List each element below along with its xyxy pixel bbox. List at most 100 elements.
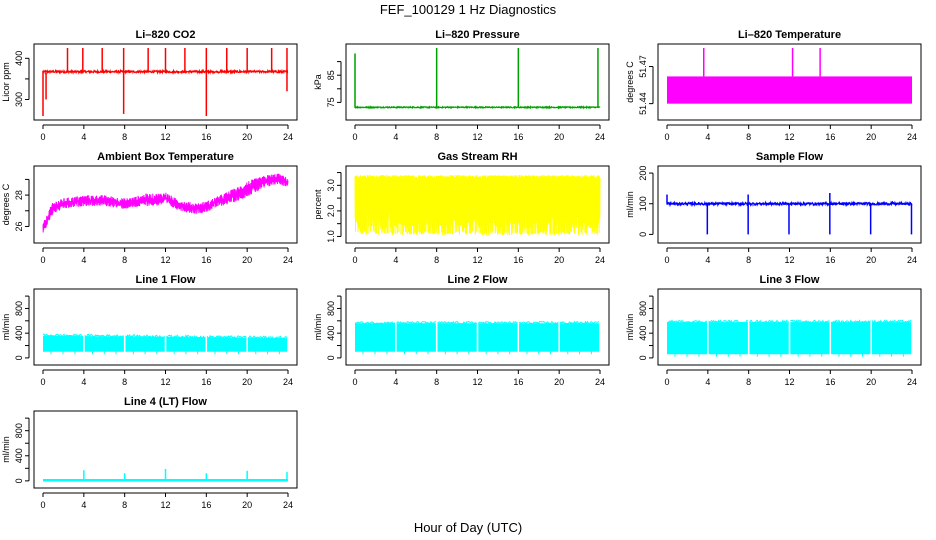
axes: 0 4 8 12 16 20 24 0 400 800	[14, 410, 298, 510]
plot-frame	[33, 43, 298, 121]
axes: 0 4 8 12 16 20 24 0 100 200	[638, 165, 922, 265]
x-tick-label: 16	[825, 132, 835, 142]
x-tick-label: 20	[242, 377, 252, 387]
x-tick-label: 8	[434, 377, 439, 387]
y-tick-label: 26	[14, 221, 24, 231]
y-axis-label: kPa	[313, 74, 323, 90]
x-tick-label: 12	[160, 500, 170, 510]
x-axis: 0 4 8 12 16 20 24	[352, 124, 605, 142]
x-tick-label: 4	[705, 377, 710, 387]
x-tick-label: 4	[705, 255, 710, 265]
axes: 0 4 8 12 16 20 24 75 85	[326, 43, 610, 142]
x-tick-label: 0	[664, 132, 669, 142]
x-tick-label: 16	[513, 132, 523, 142]
panel-title: Li–820 Pressure	[435, 29, 519, 41]
data-marks	[354, 48, 601, 110]
x-axis: 0 4 8 12 16 20 24	[664, 369, 917, 387]
y-tick-label: 51.47	[638, 55, 648, 78]
x-tick-label: 24	[595, 132, 605, 142]
x-tick-label: 20	[866, 132, 876, 142]
plot-frame	[33, 165, 298, 244]
data-band-edge	[437, 320, 478, 325]
y-tick-label: 3.0	[326, 179, 336, 192]
data-band-edge	[666, 319, 707, 324]
data-marks	[354, 320, 600, 355]
y-axis-label: percent	[313, 189, 323, 220]
y-axis-label: ml/min	[625, 314, 635, 341]
panel-title: Line 3 Flow	[760, 274, 820, 286]
x-tick-label: 20	[242, 500, 252, 510]
data-band-edge	[831, 319, 871, 324]
x-tick-label: 4	[393, 377, 398, 387]
x-tick-label: 16	[201, 255, 211, 265]
x-tick-label: 16	[513, 377, 523, 387]
figure-xlabel: Hour of Day (UTC)	[414, 520, 522, 535]
x-tick-label: 4	[393, 132, 398, 142]
x-tick-label: 24	[907, 377, 917, 387]
x-tick-label: 4	[81, 377, 86, 387]
y-axis: 0 400 800	[638, 295, 654, 360]
y-tick-label: 0	[326, 355, 336, 360]
x-tick-label: 24	[907, 132, 917, 142]
x-tick-label: 24	[283, 132, 293, 142]
data-marks	[666, 193, 913, 235]
x-tick-label: 24	[283, 255, 293, 265]
x-tick-label: 24	[283, 500, 293, 510]
y-axis-label: ml/min	[1, 314, 11, 341]
x-tick-label: 16	[825, 255, 835, 265]
plot-frame	[657, 43, 922, 121]
y-tick-label: 85	[326, 70, 336, 80]
y-tick-label: 400	[14, 326, 24, 341]
x-tick-label: 24	[283, 377, 293, 387]
y-tick-label: 200	[638, 166, 648, 181]
plot-frame	[657, 288, 922, 366]
y-axis-label: Licor ppm	[1, 62, 11, 102]
plot-frame	[345, 43, 610, 121]
x-tick-label: 24	[907, 255, 917, 265]
data-band-edge	[477, 320, 518, 325]
x-tick-label: 0	[40, 132, 45, 142]
x-axis: 0 4 8 12 16 20 24	[40, 492, 293, 510]
y-tick-label: 300	[14, 92, 24, 107]
x-tick-label: 8	[122, 500, 127, 510]
y-axis: 51.44 51.47	[638, 55, 654, 115]
x-axis: 0 4 8 12 16 20 24	[664, 124, 917, 142]
y-tick-label: 0	[638, 232, 648, 237]
x-tick-label: 0	[352, 255, 357, 265]
y-tick-label: 0	[14, 355, 24, 360]
y-axis: 75 85	[326, 61, 342, 107]
chart-panel-3: Li–820 Temperature 0 4 8 12 16 20 24 51.44 51.47d…	[625, 29, 922, 142]
x-tick-label: 0	[352, 377, 357, 387]
data-band-edge	[125, 333, 166, 339]
y-tick-label: 400	[326, 326, 336, 341]
y-axis: 0 400 800	[326, 295, 342, 360]
panel-title: Li–820 CO2	[136, 29, 196, 41]
x-tick-label: 8	[746, 377, 751, 387]
data-marks	[667, 48, 912, 104]
x-tick-label: 8	[434, 132, 439, 142]
y-axis: 0 100 200	[638, 166, 654, 237]
x-tick-label: 4	[393, 255, 398, 265]
plot-frame	[33, 288, 298, 366]
panel-title: Line 1 Flow	[136, 274, 196, 286]
x-axis: 0 4 8 12 16 20 24	[352, 369, 605, 387]
x-tick-label: 12	[472, 377, 482, 387]
x-axis: 0 4 8 12 16 20 24	[40, 247, 293, 265]
y-tick-label: 800	[326, 301, 336, 316]
x-tick-label: 0	[40, 255, 45, 265]
data-marks	[42, 48, 289, 116]
y-axis-label: ml/min	[313, 314, 323, 341]
plot-frame	[33, 410, 298, 489]
panel-title: Line 4 (LT) Flow	[124, 396, 207, 408]
x-tick-label: 24	[595, 377, 605, 387]
x-tick-label: 24	[595, 255, 605, 265]
y-tick-label: 800	[14, 301, 24, 316]
y-tick-label: 800	[638, 301, 648, 316]
x-tick-label: 12	[784, 132, 794, 142]
